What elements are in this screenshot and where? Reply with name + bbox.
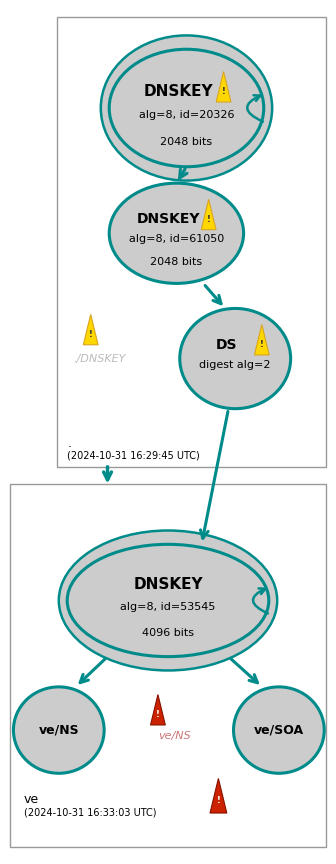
Polygon shape xyxy=(10,484,326,847)
Text: alg=8, id=53545: alg=8, id=53545 xyxy=(120,602,216,613)
Text: digest alg=2: digest alg=2 xyxy=(200,359,271,370)
Text: DNSKEY: DNSKEY xyxy=(136,213,200,226)
Text: 2048 bits: 2048 bits xyxy=(160,137,213,147)
Text: alg=8, id=61050: alg=8, id=61050 xyxy=(129,234,224,245)
Ellipse shape xyxy=(109,49,264,167)
Text: ./DNSKEY: ./DNSKEY xyxy=(73,354,125,365)
Ellipse shape xyxy=(13,687,104,773)
Text: DNSKEY: DNSKEY xyxy=(143,84,213,99)
Ellipse shape xyxy=(67,544,269,657)
Ellipse shape xyxy=(101,35,272,181)
Text: ve/SOA: ve/SOA xyxy=(254,723,304,737)
Polygon shape xyxy=(254,325,269,355)
Text: DNSKEY: DNSKEY xyxy=(133,577,203,592)
Polygon shape xyxy=(151,695,165,725)
Ellipse shape xyxy=(234,687,324,773)
Text: (2024-10-31 16:29:45 UTC): (2024-10-31 16:29:45 UTC) xyxy=(67,450,200,461)
Text: !: ! xyxy=(156,710,160,719)
Text: DS: DS xyxy=(216,338,238,352)
Polygon shape xyxy=(57,17,326,467)
Polygon shape xyxy=(216,72,231,102)
Ellipse shape xyxy=(180,308,291,409)
Ellipse shape xyxy=(59,530,277,670)
Text: ve: ve xyxy=(24,792,39,806)
Text: 2048 bits: 2048 bits xyxy=(150,257,203,267)
Text: alg=8, id=20326: alg=8, id=20326 xyxy=(139,110,234,120)
Polygon shape xyxy=(210,778,227,813)
Text: !: ! xyxy=(89,330,93,339)
Text: ve/NS: ve/NS xyxy=(39,723,79,737)
Ellipse shape xyxy=(109,183,244,283)
Text: !: ! xyxy=(222,87,225,96)
Polygon shape xyxy=(201,200,216,230)
Text: !: ! xyxy=(207,214,211,224)
Text: !: ! xyxy=(260,340,264,349)
Text: 4096 bits: 4096 bits xyxy=(142,628,194,638)
Polygon shape xyxy=(83,314,98,345)
Text: .: . xyxy=(67,436,71,450)
Text: ve/NS: ve/NS xyxy=(158,731,191,741)
Text: !: ! xyxy=(216,797,220,805)
Text: (2024-10-31 16:33:03 UTC): (2024-10-31 16:33:03 UTC) xyxy=(24,807,156,817)
